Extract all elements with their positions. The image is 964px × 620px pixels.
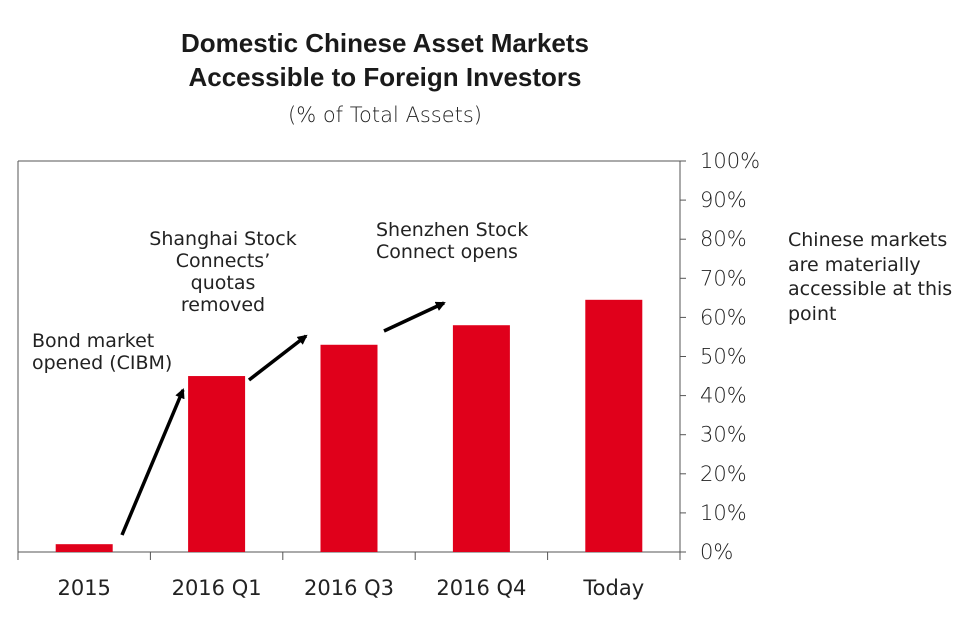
x-tick-label: 2016 Q3 (304, 576, 394, 600)
y-tick-label: 60% (700, 305, 747, 329)
annotation-shanghai-connect: Shanghai Stock Connects’ quotas removed (149, 228, 297, 316)
x-tick-label: 2016 Q4 (436, 576, 526, 600)
x-tick-label: 2015 (57, 576, 110, 600)
chart-title-line-1: Domestic Chinese Asset Markets (181, 28, 589, 58)
y-tick-label: 100% (700, 149, 760, 173)
annotation-bond-market: Bond market opened (CIBM) (32, 330, 173, 374)
annotation-arrows (120, 301, 446, 536)
chart-subtitle: (% of Total Assets) (288, 103, 482, 127)
y-tick-label: 0% (700, 540, 733, 564)
y-tick-label: 80% (700, 227, 747, 251)
side-note: Chinese markets are materially accessibl… (788, 229, 953, 325)
x-tick-label: Today (582, 576, 644, 600)
y-tick-label: 30% (700, 423, 747, 447)
bar-2015 (55, 544, 113, 552)
bar-2016-q3 (320, 344, 378, 552)
arrow-2016q1-to-2016q3 (247, 334, 308, 382)
y-tick-label: 50% (700, 345, 747, 369)
y-tick-label: 20% (700, 462, 747, 486)
annotation-shenzhen-connect: Shenzhen Stock Connect opens (376, 219, 529, 263)
x-tick-label: 2016 Q1 (172, 576, 262, 600)
arrow-2016q3-to-2016q4 (383, 301, 446, 333)
y-tick-label: 90% (700, 188, 747, 212)
bar-2016-q1 (188, 376, 246, 552)
y-tick-label: 40% (700, 384, 747, 408)
arrow-bond-to-2016q1 (120, 388, 185, 536)
y-tick-label: 70% (700, 266, 747, 290)
y-tick-label: 10% (700, 501, 747, 525)
chart-title-line-2: Accessible to Foreign Investors (188, 62, 582, 92)
bar-today (585, 299, 643, 552)
bar-2016-q4 (452, 325, 510, 552)
